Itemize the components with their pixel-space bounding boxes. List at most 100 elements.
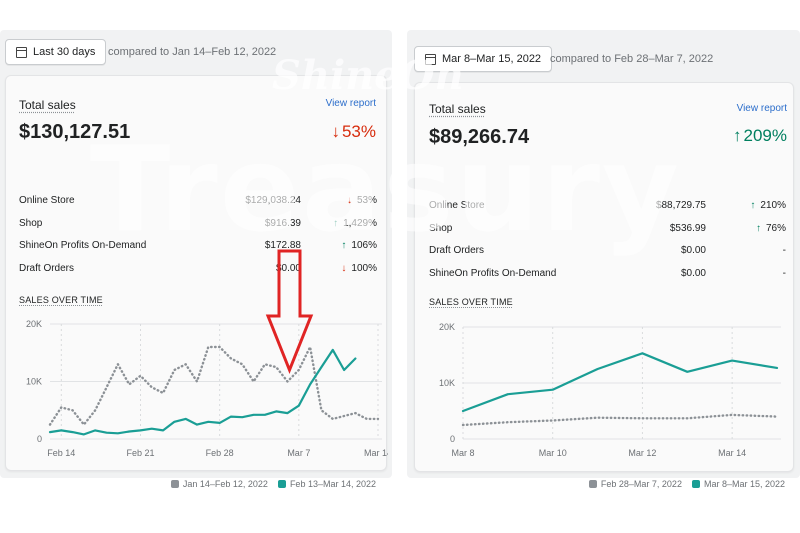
channel-change: ↓ 100% <box>341 263 377 274</box>
sales-over-time-label: SALES OVER TIME <box>19 295 103 305</box>
previous-period-line <box>48 345 380 426</box>
legend-item-previous: Jan 14–Feb 12, 2022 <box>170 479 268 489</box>
channel-amount: $172.88 <box>264 240 301 251</box>
chart-legend: Jan 14–Feb 12, 2022 Feb 13–Mar 14, 2022 <box>170 479 376 489</box>
channel-change-value: 1,429% <box>343 217 377 229</box>
x-tick-label: Mar 10 <box>539 448 567 458</box>
total-change-badge: ↑ 209% <box>733 126 787 146</box>
view-report-link[interactable]: View report <box>736 103 787 114</box>
y-tick-label: 0 <box>450 434 455 444</box>
legend-swatch-icon <box>691 480 700 488</box>
x-tick-label: Feb 28 <box>206 448 234 458</box>
channel-name: Online Store <box>429 200 485 211</box>
channel-name: Shop <box>19 217 43 229</box>
total-sales-card: Total sales View report $89,266.74 ↑ 209… <box>414 82 794 489</box>
arrow-up-icon: ↑ <box>733 126 742 145</box>
view-report-link[interactable]: View report <box>325 98 376 109</box>
channel-change-value: 106% <box>351 240 377 251</box>
previous-period-line <box>461 413 779 427</box>
breakdown-row: Shop $536.99 ↑ 76% <box>429 223 786 239</box>
card-title: Total sales <box>19 98 76 112</box>
total-sales-value: $89,266.74 <box>429 126 530 148</box>
channel-change-value: - <box>782 267 786 279</box>
channel-name: ShineOn Profits On-Demand <box>19 240 147 251</box>
channel-change-value: 100% <box>351 262 377 274</box>
breakdown-row: Draft Orders $0.00 ↓ 100% <box>19 263 377 279</box>
x-tick-label: Mar 14 <box>718 448 746 458</box>
channel-amount: $0.00 <box>275 262 301 274</box>
breakdown-row: Shop $916.39 ↑ 1,429% <box>19 218 377 234</box>
y-tick-label: 10K <box>26 377 42 387</box>
calendar-icon <box>425 53 436 65</box>
legend-label: Jan 14–Feb 12, 2022 <box>182 479 268 489</box>
total-change-badge: ↓ 53% <box>331 122 376 142</box>
channel-change: ↑ 210% <box>750 200 786 211</box>
calendar-icon <box>16 46 27 58</box>
right-report-panel: Mar 8–Mar 15, 2022 compared to Feb 28–Ma… <box>407 30 800 489</box>
chart-legend: Feb 28–Mar 7, 2022 Mar 8–Mar 15, 2022 <box>588 479 785 489</box>
channel-change: ↑ 76% <box>756 223 786 234</box>
channel-change-value: 210% <box>760 200 786 211</box>
x-tick-label: Mar 8 <box>451 448 474 458</box>
legend-item-current: Mar 8–Mar 15, 2022 <box>691 479 785 489</box>
arrow-down-icon: ↓ <box>346 195 352 206</box>
channel-change: ↑ 1,429% <box>333 218 377 229</box>
x-tick-label: Mar 12 <box>628 448 656 458</box>
channel-name: Draft Orders <box>19 262 75 274</box>
comparison-label: compared to Feb 28–Mar 7, 2022 <box>550 53 714 65</box>
channel-amount: $0.00 <box>680 245 706 256</box>
arrow-up-icon: ↑ <box>341 240 347 251</box>
x-tick-label: Feb 21 <box>126 448 154 458</box>
channel-amount: $536.99 <box>669 222 706 234</box>
channel-change: ↑ 106% <box>341 240 377 251</box>
y-tick-label: 20K <box>26 319 42 329</box>
y-tick-label: 0 <box>37 434 42 444</box>
breakdown-row: Draft Orders $0.00 - <box>429 245 786 261</box>
legend-label: Feb 28–Mar 7, 2022 <box>600 479 682 489</box>
channel-amount: $0.00 <box>680 267 706 279</box>
channel-change-value: - <box>782 245 786 256</box>
channel-change-value: 53% <box>356 195 377 206</box>
date-range-label: Last 30 days <box>33 46 96 58</box>
sales-over-time-label: SALES OVER TIME <box>429 297 513 307</box>
card-title: Total sales <box>429 102 486 116</box>
comparison-label: compared to Jan 14–Feb 12, 2022 <box>108 46 277 58</box>
legend-swatch-icon <box>277 480 286 488</box>
channel-change-value: 76% <box>765 222 786 234</box>
current-period-line <box>461 352 779 413</box>
arrow-down-icon: ↓ <box>341 262 347 274</box>
x-tick-label: Mar 14 <box>364 448 388 458</box>
y-tick-label: 20K <box>439 322 455 332</box>
x-tick-label: Feb 14 <box>47 448 75 458</box>
total-change-value: 53% <box>341 122 376 141</box>
y-tick-label: 10K <box>439 378 455 388</box>
sales-over-time-chart: 0 10K 20K Feb 14 Feb 21 Feb 28 Mar 7 Mar 14 <box>26 319 388 458</box>
legend-item-previous: Feb 28–Mar 7, 2022 <box>588 479 682 489</box>
channel-amount: $916.39 <box>264 217 301 229</box>
channel-name: Online Store <box>19 195 75 206</box>
channel-change: - <box>783 245 786 256</box>
channel-change: - <box>783 268 786 279</box>
channel-name: ShineOn Profits On-Demand <box>429 267 557 279</box>
arrow-down-icon: ↓ <box>331 122 340 141</box>
breakdown-row: Online Store $129,038.24 ↓ 53% <box>19 195 377 211</box>
breakdown-row: ShineOn Profits On-Demand $172.88 ↑ 106% <box>19 240 377 256</box>
total-sales-card: Total sales View report $130,127.51 ↓ 53… <box>5 75 388 489</box>
breakdown-row: Online Store $88,729.75 ↑ 210% <box>429 200 786 216</box>
channel-name: Shop <box>429 222 453 234</box>
x-tick-label: Mar 7 <box>287 448 310 458</box>
breakdown-row: ShineOn Profits On-Demand $0.00 - <box>429 268 786 284</box>
arrow-up-icon: ↑ <box>750 200 756 211</box>
date-range-button[interactable]: Last 30 days <box>5 39 107 65</box>
legend-label: Mar 8–Mar 15, 2022 <box>703 479 785 489</box>
channel-amount: $88,729.75 <box>655 200 706 211</box>
legend-label: Feb 13–Mar 14, 2022 <box>289 479 376 489</box>
current-period-line <box>48 348 357 436</box>
date-range-button[interactable]: Mar 8–Mar 15, 2022 <box>414 46 553 72</box>
left-report-panel: Last 30 days compared to Jan 14–Feb 12, … <box>0 30 392 489</box>
legend-swatch-icon <box>588 480 597 488</box>
channel-change: ↓ 53% <box>347 195 377 206</box>
channel-name: Draft Orders <box>429 245 485 256</box>
legend-item-current: Feb 13–Mar 14, 2022 <box>277 479 376 489</box>
total-sales-value: $130,127.51 <box>19 121 131 143</box>
